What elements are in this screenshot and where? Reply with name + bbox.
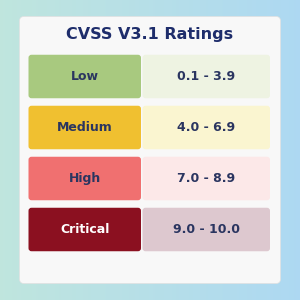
- FancyBboxPatch shape: [28, 55, 141, 98]
- FancyBboxPatch shape: [142, 55, 270, 98]
- FancyBboxPatch shape: [28, 157, 141, 200]
- Text: Critical: Critical: [60, 223, 110, 236]
- Text: Medium: Medium: [57, 121, 112, 134]
- Text: CVSS V3.1 Ratings: CVSS V3.1 Ratings: [66, 27, 234, 42]
- Text: 7.0 - 8.9: 7.0 - 8.9: [177, 172, 235, 185]
- Text: 9.0 - 10.0: 9.0 - 10.0: [173, 223, 240, 236]
- FancyBboxPatch shape: [142, 157, 270, 200]
- FancyBboxPatch shape: [28, 106, 141, 149]
- Text: Low: Low: [71, 70, 99, 83]
- FancyBboxPatch shape: [28, 208, 141, 251]
- FancyBboxPatch shape: [20, 16, 281, 283]
- Text: 0.1 - 3.9: 0.1 - 3.9: [177, 70, 235, 83]
- FancyBboxPatch shape: [142, 208, 270, 251]
- FancyBboxPatch shape: [142, 106, 270, 149]
- Text: High: High: [69, 172, 101, 185]
- Text: 4.0 - 6.9: 4.0 - 6.9: [177, 121, 235, 134]
